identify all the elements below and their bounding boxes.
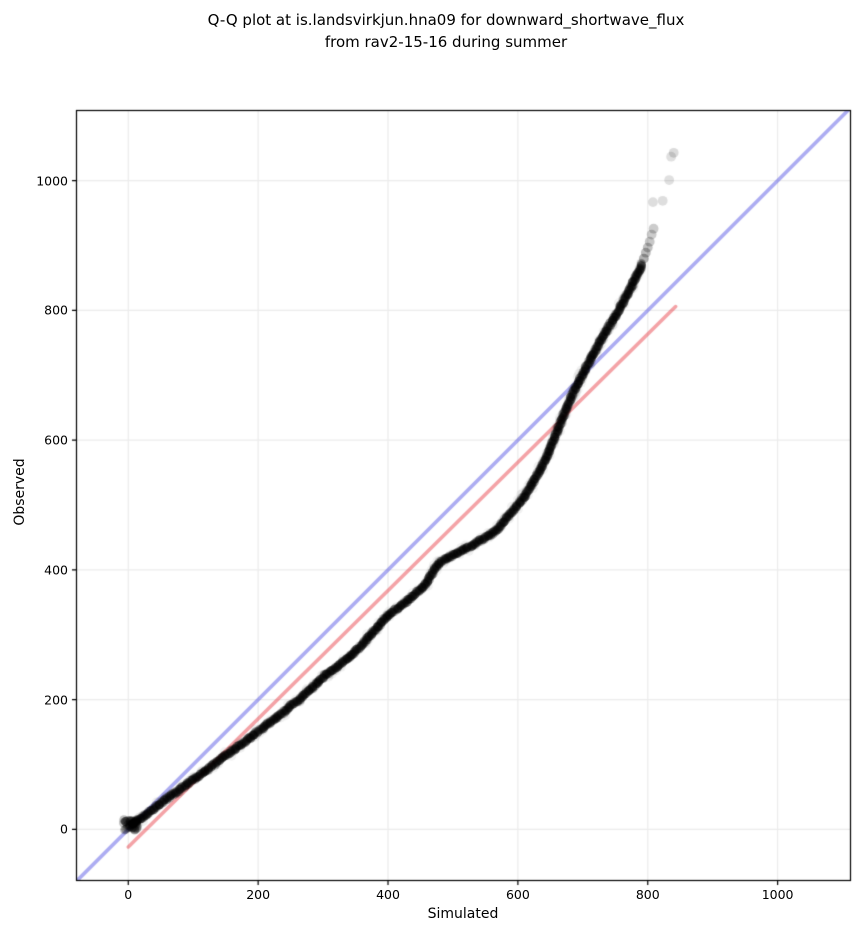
chart-title-line1: Q-Q plot at is.landsvirkjun.hna09 for do… — [207, 11, 685, 29]
chart-title-line2: from rav2-15-16 during summer — [324, 33, 568, 51]
y-tick-label: 600 — [44, 432, 68, 448]
x-tick-label: 400 — [376, 887, 400, 902]
x-tick-label: 200 — [246, 887, 271, 902]
y-axis-label: Observed — [12, 458, 28, 526]
x-tick-label: 0 — [124, 887, 133, 902]
y-tick-label: 200 — [44, 692, 68, 708]
y-tick-label: 400 — [44, 562, 68, 578]
x-tick-label: 600 — [505, 887, 530, 902]
chart-title: Q-Q plot at is.landsvirkjun.hna09 for do… — [208, 9, 685, 53]
y-tick-label: 1000 — [36, 173, 68, 189]
x-tick-label: 800 — [635, 887, 660, 902]
x-axis-label: Simulated — [427, 906, 499, 922]
y-tick-label: 0 — [60, 821, 68, 837]
y-tick-label: 800 — [44, 302, 68, 318]
x-tick-label: 1000 — [761, 887, 794, 902]
